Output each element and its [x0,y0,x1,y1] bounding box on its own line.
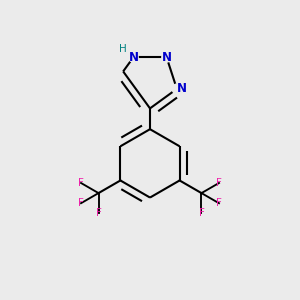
Text: N: N [162,51,172,64]
Circle shape [172,84,182,94]
Text: F: F [96,208,101,218]
Text: N: N [177,82,187,95]
Text: F: F [78,198,84,208]
Circle shape [129,52,138,62]
Text: H: H [119,44,127,54]
Text: N: N [128,51,138,64]
Text: F: F [199,208,204,218]
Circle shape [162,52,171,62]
Text: F: F [216,178,222,188]
Text: F: F [78,178,84,188]
Text: F: F [216,198,222,208]
